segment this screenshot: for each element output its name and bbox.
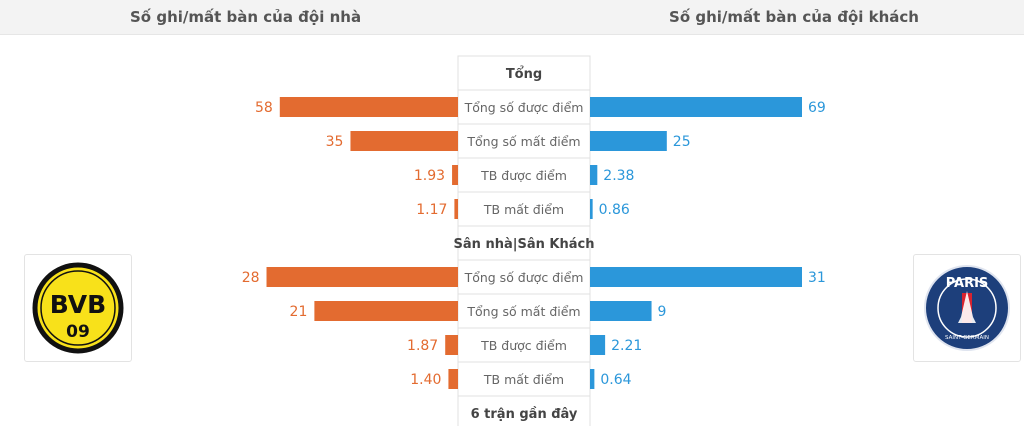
row-label: TB mất điểm [483, 202, 564, 217]
away-value-label: 31 [808, 270, 826, 286]
row-label-cell [457, 361, 591, 397]
home-value-label: 1.93 [414, 168, 445, 184]
row-label: Tổng số được điểm [464, 100, 584, 115]
home-bar [452, 165, 458, 185]
section-title: Sân nhà|Sân Khách [454, 237, 595, 252]
home-team-title: Số ghi/mất bàn của đội nhà [130, 8, 362, 26]
home-value-label: 28 [242, 270, 260, 286]
away-bar [590, 301, 652, 321]
home-bar [279, 97, 458, 117]
home-bar [314, 301, 458, 321]
section-header-cell [457, 225, 591, 261]
psg-logo-letters: PARIS [946, 276, 989, 291]
row-label: Tổng số mất điểm [466, 304, 580, 319]
home-value-label: 58 [255, 100, 273, 116]
row-label: TB được điểm [480, 168, 567, 183]
away-bar [590, 165, 598, 185]
home-bar [445, 335, 458, 355]
home-bar [350, 131, 458, 151]
row-label-cell [457, 191, 591, 227]
away-team-title: Số ghi/mất bàn của đội khách [669, 8, 919, 26]
home-team-logo: BVB 09 [24, 254, 132, 362]
away-bar [590, 267, 802, 287]
row-label-cell [457, 259, 591, 295]
home-value-label: 1.40 [410, 372, 441, 388]
section-title: 6 trận gần đây [471, 407, 578, 422]
row-label: TB mất điểm [483, 372, 564, 387]
away-value-label: 0.64 [600, 372, 631, 388]
psg-logo-subtext: SAINT-GERMAIN [945, 335, 989, 341]
home-value-label: 21 [290, 304, 308, 320]
section-header-cell [457, 55, 591, 91]
home-bar [454, 199, 458, 219]
home-value-label: 1.17 [416, 202, 447, 218]
away-bar [590, 335, 606, 355]
away-value-label: 69 [808, 100, 826, 116]
row-label: Tổng số mất điểm [466, 134, 580, 149]
row-label: TB được điểm [480, 338, 567, 353]
away-bar [590, 131, 667, 151]
away-value-label: 2.21 [611, 338, 642, 354]
row-label: Tổng số được điểm [464, 270, 584, 285]
section-title: Tổng [506, 66, 542, 82]
away-value-label: 25 [673, 134, 691, 150]
away-value-label: 9 [658, 304, 667, 320]
section-header-cell [457, 395, 591, 426]
away-value-label: 2.38 [603, 168, 634, 184]
bvb-logo-number: 09 [66, 322, 90, 342]
row-label-cell [457, 123, 591, 159]
home-bar [266, 267, 458, 287]
away-bar [590, 369, 595, 389]
home-bar [448, 369, 458, 389]
row-label-cell [457, 293, 591, 329]
away-bar [590, 97, 802, 117]
bvb-logo-letters: BVB [50, 290, 106, 319]
bvb-crest-icon: BVB 09 [32, 262, 124, 354]
home-value-label: 35 [326, 134, 344, 150]
away-team-logo: PARIS SAINT-GERMAIN [913, 254, 1021, 362]
home-value-label: 1.87 [407, 338, 438, 354]
away-bar [590, 199, 593, 219]
row-label-cell [457, 89, 591, 125]
psg-crest-icon: PARIS SAINT-GERMAIN [924, 265, 1010, 351]
away-value-label: 0.86 [599, 202, 630, 218]
header-bar: Số ghi/mất bàn của đội nhà Số ghi/mất bà… [0, 0, 1024, 35]
